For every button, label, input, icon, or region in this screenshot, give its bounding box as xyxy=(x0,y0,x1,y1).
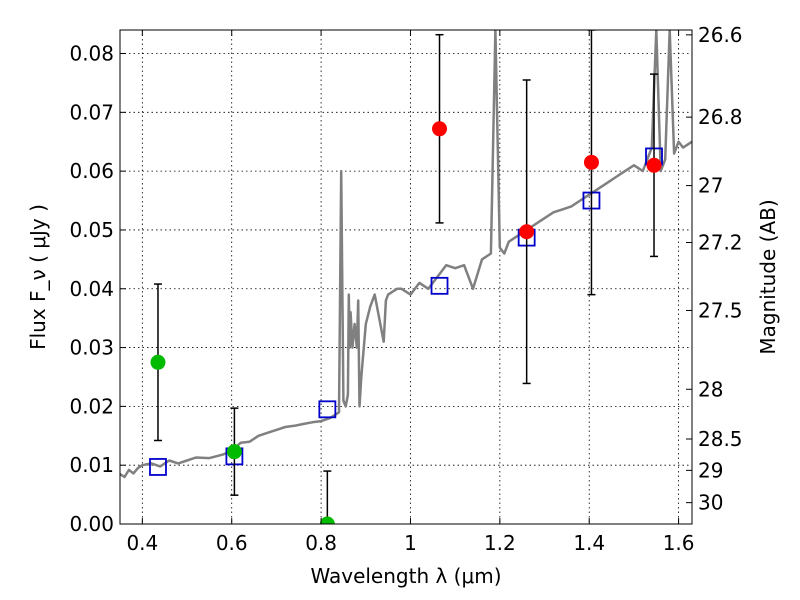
y-tick-label: 0.07 xyxy=(69,100,114,124)
mag-tick-label: 27.5 xyxy=(698,298,743,322)
mag-tick-label: 30 xyxy=(698,491,723,515)
plot-frame xyxy=(119,29,693,525)
mag-tick-label: 26.6 xyxy=(698,23,743,47)
observed-flux-point xyxy=(646,157,662,173)
mag-tick-label: 29 xyxy=(698,458,723,482)
y-tick-label: 0.06 xyxy=(69,159,114,183)
x-axis-label: Wavelength λ (μm) xyxy=(310,564,501,588)
mag-tick-label: 26.8 xyxy=(698,105,743,129)
model-band-square xyxy=(149,458,167,476)
y-tick-label: 0.00 xyxy=(69,512,114,536)
plot-area xyxy=(120,30,692,524)
tick-layer: 0.4 0.6 0.8 1 1.2 1.4 1.6 0.00 0.01 0.02 0.03 0.04 0… xyxy=(69,23,742,555)
x-tick-label: 0.8 xyxy=(305,531,337,555)
x-tick-label: 1 xyxy=(404,531,417,555)
observed-flux-point xyxy=(432,121,448,137)
y-tick-label: 0.01 xyxy=(69,453,114,477)
data-layer xyxy=(120,30,692,524)
y-axis-label: Flux F_ν ( μJy ) xyxy=(26,204,50,350)
mag-tick-label: 28.5 xyxy=(698,427,743,451)
y-tick-label: 0.05 xyxy=(69,218,114,242)
mag-tick-label: 28 xyxy=(698,377,723,401)
x-tick-label: 0.4 xyxy=(126,531,158,555)
observed-flux-point xyxy=(583,154,599,170)
y-tick-label: 0.02 xyxy=(69,394,114,418)
x-tick-label: 1.6 xyxy=(663,531,695,555)
y-axis-right-label: Magnitude (AB) xyxy=(756,199,780,354)
y-tick-label: 0.03 xyxy=(69,336,114,360)
y-tick-label: 0.04 xyxy=(69,277,114,301)
mag-tick-label: 27.2 xyxy=(698,231,743,255)
observed-flux-point xyxy=(319,516,335,524)
y-tick-label: 0.08 xyxy=(69,42,114,66)
model-band-square xyxy=(430,276,449,295)
mag-tick-label: 27 xyxy=(698,174,723,198)
x-tick-label: 0.6 xyxy=(216,531,248,555)
x-tick-label: 1.4 xyxy=(573,531,605,555)
observed-flux-point xyxy=(226,444,242,460)
x-tick-label: 1.2 xyxy=(484,531,516,555)
model-band-square xyxy=(318,400,337,419)
observed-flux-point xyxy=(519,224,535,240)
observed-flux-point xyxy=(150,354,166,370)
